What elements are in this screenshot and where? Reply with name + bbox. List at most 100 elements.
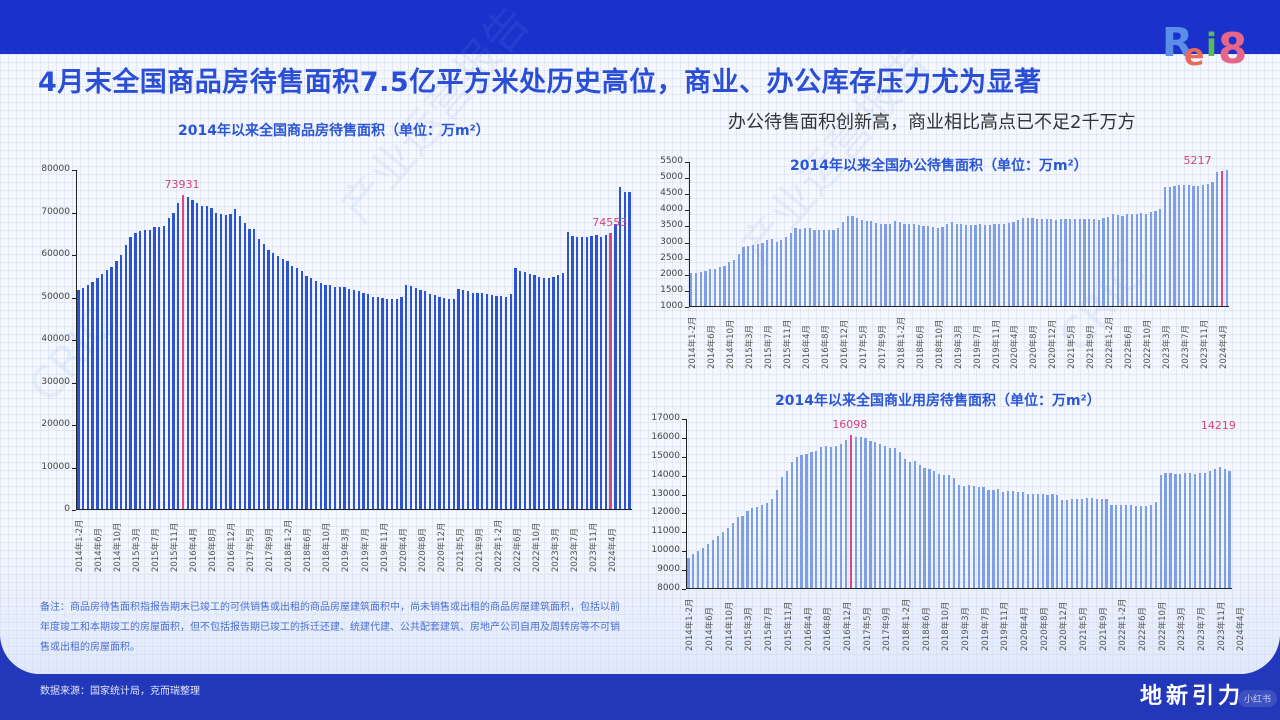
bar <box>576 236 579 509</box>
bar <box>952 478 956 588</box>
bar <box>119 254 123 509</box>
x-tick-label: 2023年11月 <box>1199 319 1210 369</box>
x-tick-label: 2014年6月 <box>94 527 105 572</box>
bar <box>1159 209 1162 306</box>
bar <box>1031 494 1034 588</box>
bar <box>566 231 569 509</box>
x-tick-label: 2016年8月 <box>821 324 831 369</box>
brand-logo: 地新引力 <box>1140 684 1245 709</box>
data-source: 数据来源：国家统计局，克而瑞整理 <box>40 686 200 697</box>
data-label: 74553 <box>592 215 628 229</box>
x-tick-label: 2021年9月 <box>1098 606 1109 651</box>
bar <box>870 220 873 306</box>
bar <box>457 288 460 509</box>
x-tick-label: 2024年4月 <box>1236 606 1247 651</box>
chart-title-commercial: 2014年以来全国商业用房待售面积（单位：万m²） <box>775 393 1101 409</box>
bar <box>917 225 920 306</box>
bar <box>756 506 759 588</box>
bar <box>291 265 294 509</box>
y-tick-label: 1500 <box>660 284 683 295</box>
bar <box>979 224 982 306</box>
bar <box>1192 186 1195 306</box>
bar <box>143 230 147 509</box>
bar <box>977 486 980 588</box>
bar <box>229 213 232 509</box>
bar <box>614 224 617 509</box>
bar <box>933 471 936 588</box>
x-tick-label: 2014年1-2月 <box>688 316 699 369</box>
bar <box>761 242 764 306</box>
x-tick-label: 2019年3月 <box>341 527 352 572</box>
bar <box>775 241 778 306</box>
y-tick-label: 2500 <box>660 252 683 263</box>
bar <box>509 293 512 509</box>
y-tick-label: 13000 <box>651 488 680 499</box>
bar <box>590 235 593 509</box>
x-tick-label: 2016年12月 <box>842 601 853 651</box>
bar <box>1090 498 1093 588</box>
bar <box>751 507 754 588</box>
bar <box>167 217 170 509</box>
y-tick-mark <box>685 210 689 212</box>
bar <box>428 293 432 509</box>
bar <box>357 291 360 509</box>
x-tick-label: 2020年8月 <box>1029 324 1040 369</box>
bar <box>1145 213 1148 306</box>
bar <box>500 296 503 509</box>
y-tick-mark <box>685 242 689 244</box>
y-tick-label: 50000 <box>41 291 70 302</box>
bar <box>319 283 322 509</box>
bar <box>1036 218 1039 306</box>
x-tick-label: 2017年5月 <box>858 324 869 369</box>
bar <box>400 297 403 509</box>
bar <box>1174 473 1177 588</box>
bar <box>134 232 137 509</box>
x-tick-label: 2014年6月 <box>707 324 718 369</box>
y-tick-mark <box>682 494 686 496</box>
bar <box>742 246 745 306</box>
bar <box>957 485 961 588</box>
bar <box>837 227 840 306</box>
bar <box>974 224 977 306</box>
bar <box>702 547 705 588</box>
y-tick-label: 40000 <box>41 334 70 344</box>
bar <box>860 219 863 306</box>
bar <box>115 261 118 509</box>
y-tick-mark <box>72 297 76 299</box>
bar <box>281 259 284 509</box>
bar <box>248 228 251 509</box>
y-tick-mark <box>72 510 76 511</box>
bar <box>889 224 892 306</box>
x-tick-label: 2015年3月 <box>744 606 755 651</box>
bar <box>1115 504 1118 588</box>
bar <box>795 456 798 588</box>
bar <box>599 236 603 509</box>
x-tick-label: 2014年10月 <box>113 522 124 572</box>
y-tick-label: 20000 <box>41 419 70 429</box>
x-tick-label: 2022年1-2月 <box>1105 316 1116 369</box>
bar <box>1197 185 1200 306</box>
bar <box>732 260 736 306</box>
bar <box>200 205 204 509</box>
bar <box>1061 500 1064 588</box>
x-tick-label: 2018年6月 <box>921 606 932 651</box>
header-band <box>0 0 1280 54</box>
bar <box>1080 498 1084 588</box>
x-tick-label: 2015年11月 <box>783 319 794 369</box>
bar <box>1071 499 1074 588</box>
bar <box>912 223 916 306</box>
bar <box>1021 492 1025 588</box>
bar <box>1223 469 1226 588</box>
bar <box>789 232 792 306</box>
x-tick-label: 2018年10月 <box>941 601 952 651</box>
x-tick-label: 2021年9月 <box>1086 324 1097 369</box>
bar <box>1083 219 1086 306</box>
bar <box>1121 216 1124 306</box>
bar <box>879 224 882 306</box>
y-tick-label: 0 <box>64 504 70 514</box>
bar <box>903 459 906 588</box>
bar <box>695 273 698 306</box>
chart-title-office: 2014年以来全国办公待售面积（单位：万m²） <box>790 158 1088 174</box>
x-tick-label: 2017年5月 <box>246 527 257 572</box>
y-tick-mark <box>72 382 76 384</box>
